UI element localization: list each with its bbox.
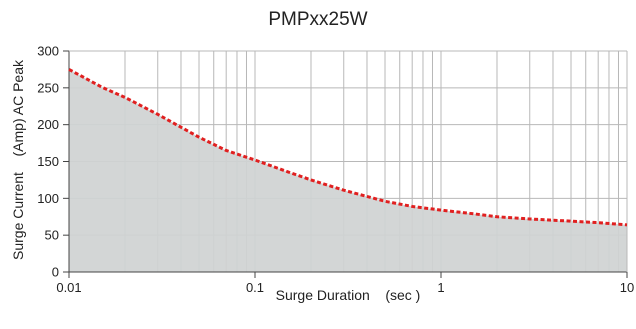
y-axis-label: Surge Current (Amp) AC Peak [10, 59, 26, 260]
tick-label-layer: 0 50 100 150 200 250 300 0.01 0.1 1 10 [37, 44, 634, 296]
x-tick-label: 1 [437, 280, 444, 295]
y-tick-label: 0 [52, 265, 59, 280]
surge-curve-line [68, 68, 628, 227]
y-tick-label: 200 [37, 117, 59, 132]
y-tick-label: 250 [37, 80, 59, 95]
y-tick-label: 300 [37, 44, 59, 59]
x-axis-label: Surge Duration (sec ) [276, 287, 421, 303]
surge-area-fill [69, 69, 627, 272]
y-tick-label: 150 [37, 154, 59, 169]
x-tick-label: 0.01 [56, 280, 81, 295]
x-tick-label: 0.1 [246, 280, 264, 295]
axis-layer [63, 50, 628, 278]
y-tick-label: 50 [45, 228, 59, 243]
chart-title: PMPxx25W [268, 9, 367, 30]
y-tick-label: 100 [37, 191, 59, 206]
x-tick-label: 10 [620, 280, 634, 295]
